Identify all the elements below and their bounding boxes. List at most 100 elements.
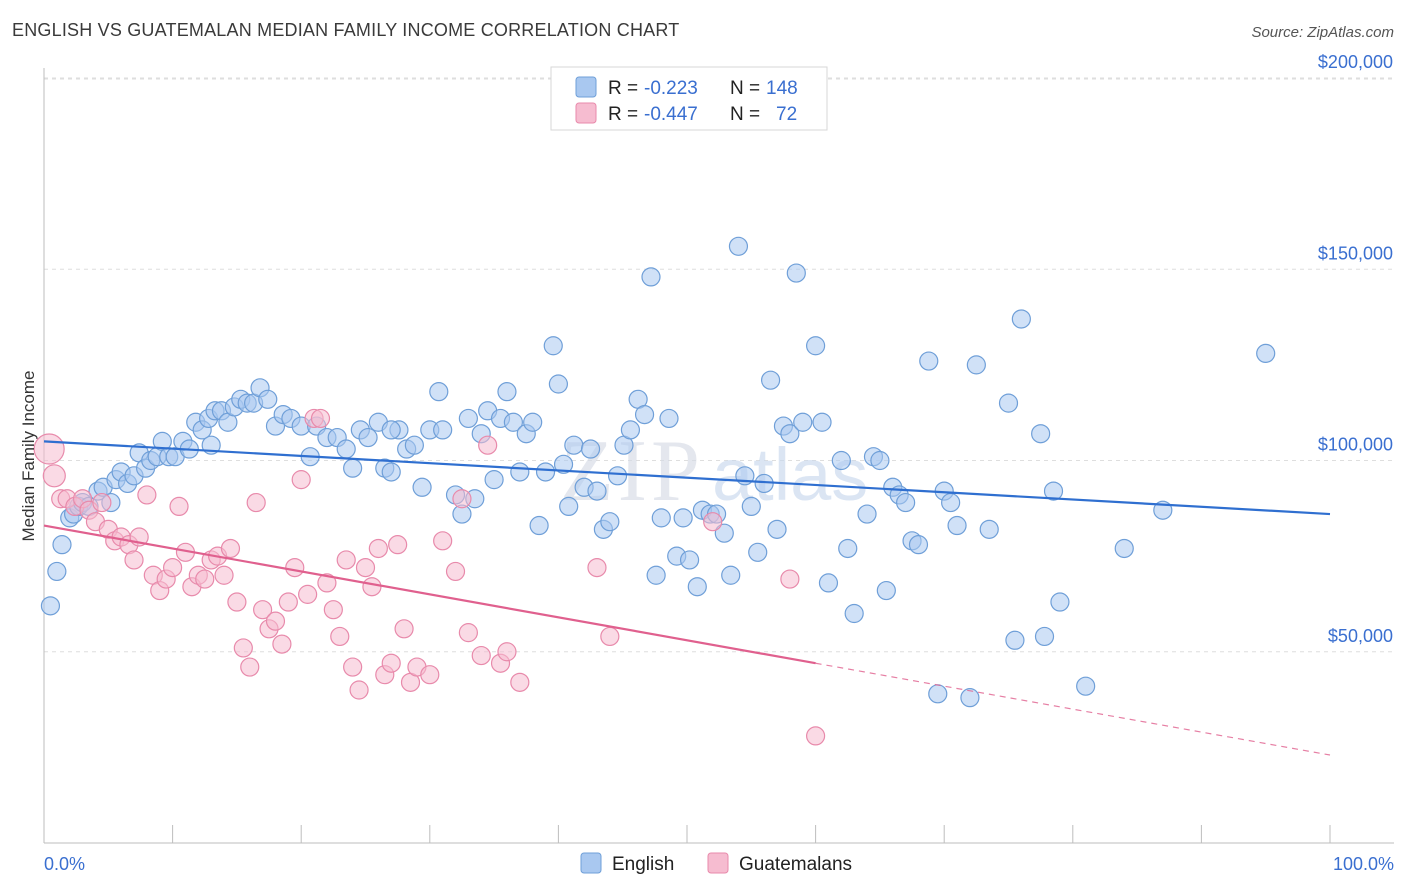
english-point — [659, 408, 679, 429]
english-point — [760, 370, 781, 390]
english-point — [1034, 626, 1055, 647]
english-point — [857, 504, 877, 524]
guatemalan-point — [388, 535, 408, 555]
guatemalan-point — [600, 626, 620, 647]
guatemalan-point — [227, 592, 247, 612]
guatemalan-point — [362, 577, 382, 597]
english-point — [947, 515, 967, 536]
legend-r-value-english: -0.223 — [644, 78, 698, 99]
english-point — [634, 405, 655, 425]
english-point — [497, 382, 517, 402]
english-point — [600, 512, 620, 532]
english-point — [381, 462, 401, 482]
guatemalan-point — [336, 550, 356, 570]
guatemalan-trend-line — [43, 524, 816, 665]
english-point — [928, 684, 948, 704]
legend-n-value-english: 148 — [766, 78, 798, 99]
english-point — [559, 496, 579, 516]
english-point — [979, 519, 999, 539]
guatemalan-point — [330, 626, 350, 647]
english-point — [838, 538, 858, 559]
english-point — [741, 496, 761, 516]
guatemalan-point — [169, 496, 189, 516]
axes — [43, 68, 1394, 844]
guatemalan-point — [195, 569, 215, 589]
guatemalan-point — [323, 600, 343, 620]
guatemalan-point — [780, 569, 800, 589]
english-point — [429, 382, 449, 402]
english-point — [529, 515, 549, 536]
guatemalan-point — [368, 538, 388, 559]
guatemalan-point — [265, 611, 286, 631]
guatemalan-trend-extension — [815, 662, 1331, 756]
legend-n-value-guatemalan: 72 — [776, 104, 797, 125]
english-point — [767, 519, 787, 539]
english-point — [543, 336, 563, 356]
bottom-swatch-guatemalan — [707, 852, 729, 874]
english-point — [919, 351, 939, 371]
guatemalan-point — [92, 492, 112, 513]
guatemalan-point — [233, 638, 253, 658]
english-point — [960, 688, 980, 708]
guatemalan-point — [33, 433, 65, 465]
english-trend-line — [43, 440, 1331, 516]
english-point — [941, 492, 961, 513]
guatemalan-point — [214, 565, 234, 585]
english-point — [412, 477, 432, 497]
english-point — [358, 427, 378, 448]
english-point — [40, 596, 61, 616]
english-point — [780, 424, 800, 444]
source-label: Source: ZipAtlas.com — [1251, 24, 1394, 41]
guatemalan-point — [278, 592, 298, 612]
guatemalan-point — [458, 623, 478, 643]
english-point — [607, 466, 628, 486]
english-point — [966, 355, 986, 375]
x-tick-label-min: 0.0% — [44, 854, 85, 874]
english-point — [1256, 343, 1276, 363]
english-point — [580, 439, 601, 459]
bottom-label-english: English — [612, 854, 674, 875]
legend-r-value-guatemalan: -0.447 — [644, 104, 698, 125]
english-point — [47, 561, 67, 582]
english-point — [503, 412, 523, 432]
y-axis-label: Median Family Income — [19, 370, 38, 541]
english-point — [587, 481, 607, 501]
trend-lines — [43, 440, 1331, 756]
guatemalan-point — [805, 726, 826, 746]
english-point — [818, 573, 839, 593]
english-point — [793, 412, 813, 432]
english-point — [805, 336, 826, 356]
bottom-swatch-english — [580, 852, 602, 874]
guatemalan-point — [163, 557, 183, 578]
legend-r-label-english: R = — [608, 78, 638, 99]
bottom-label-guatemalan: Guatemalans — [739, 854, 852, 875]
guatemalan-point — [285, 557, 305, 578]
guatemalan-point — [317, 573, 337, 593]
y-tick-label: $100,000 — [1318, 435, 1393, 455]
guatemalan-point — [420, 665, 440, 685]
legend-n-label-english: N = — [730, 78, 760, 99]
guatemalan-point — [343, 657, 363, 677]
english-point — [1114, 538, 1134, 559]
guatemalan-point — [220, 538, 241, 559]
english-point — [679, 550, 700, 570]
english-point — [687, 577, 707, 597]
legend-n-label-guatemalan: N = — [730, 104, 760, 125]
english-point — [1031, 424, 1051, 444]
english-point — [641, 267, 661, 287]
english-point — [786, 263, 806, 283]
guatemalan-point — [42, 464, 66, 488]
english-point — [458, 408, 478, 429]
english-point — [714, 523, 734, 543]
english-point — [812, 412, 832, 432]
english-point — [1050, 592, 1070, 612]
english-point — [433, 420, 453, 440]
english-points — [40, 236, 1276, 708]
english-point — [831, 450, 851, 471]
guatemalan-point — [433, 531, 453, 551]
guatemalan-point — [137, 485, 157, 505]
guatemalan-point — [381, 653, 401, 673]
english-point — [52, 535, 72, 555]
english-point — [343, 458, 363, 478]
